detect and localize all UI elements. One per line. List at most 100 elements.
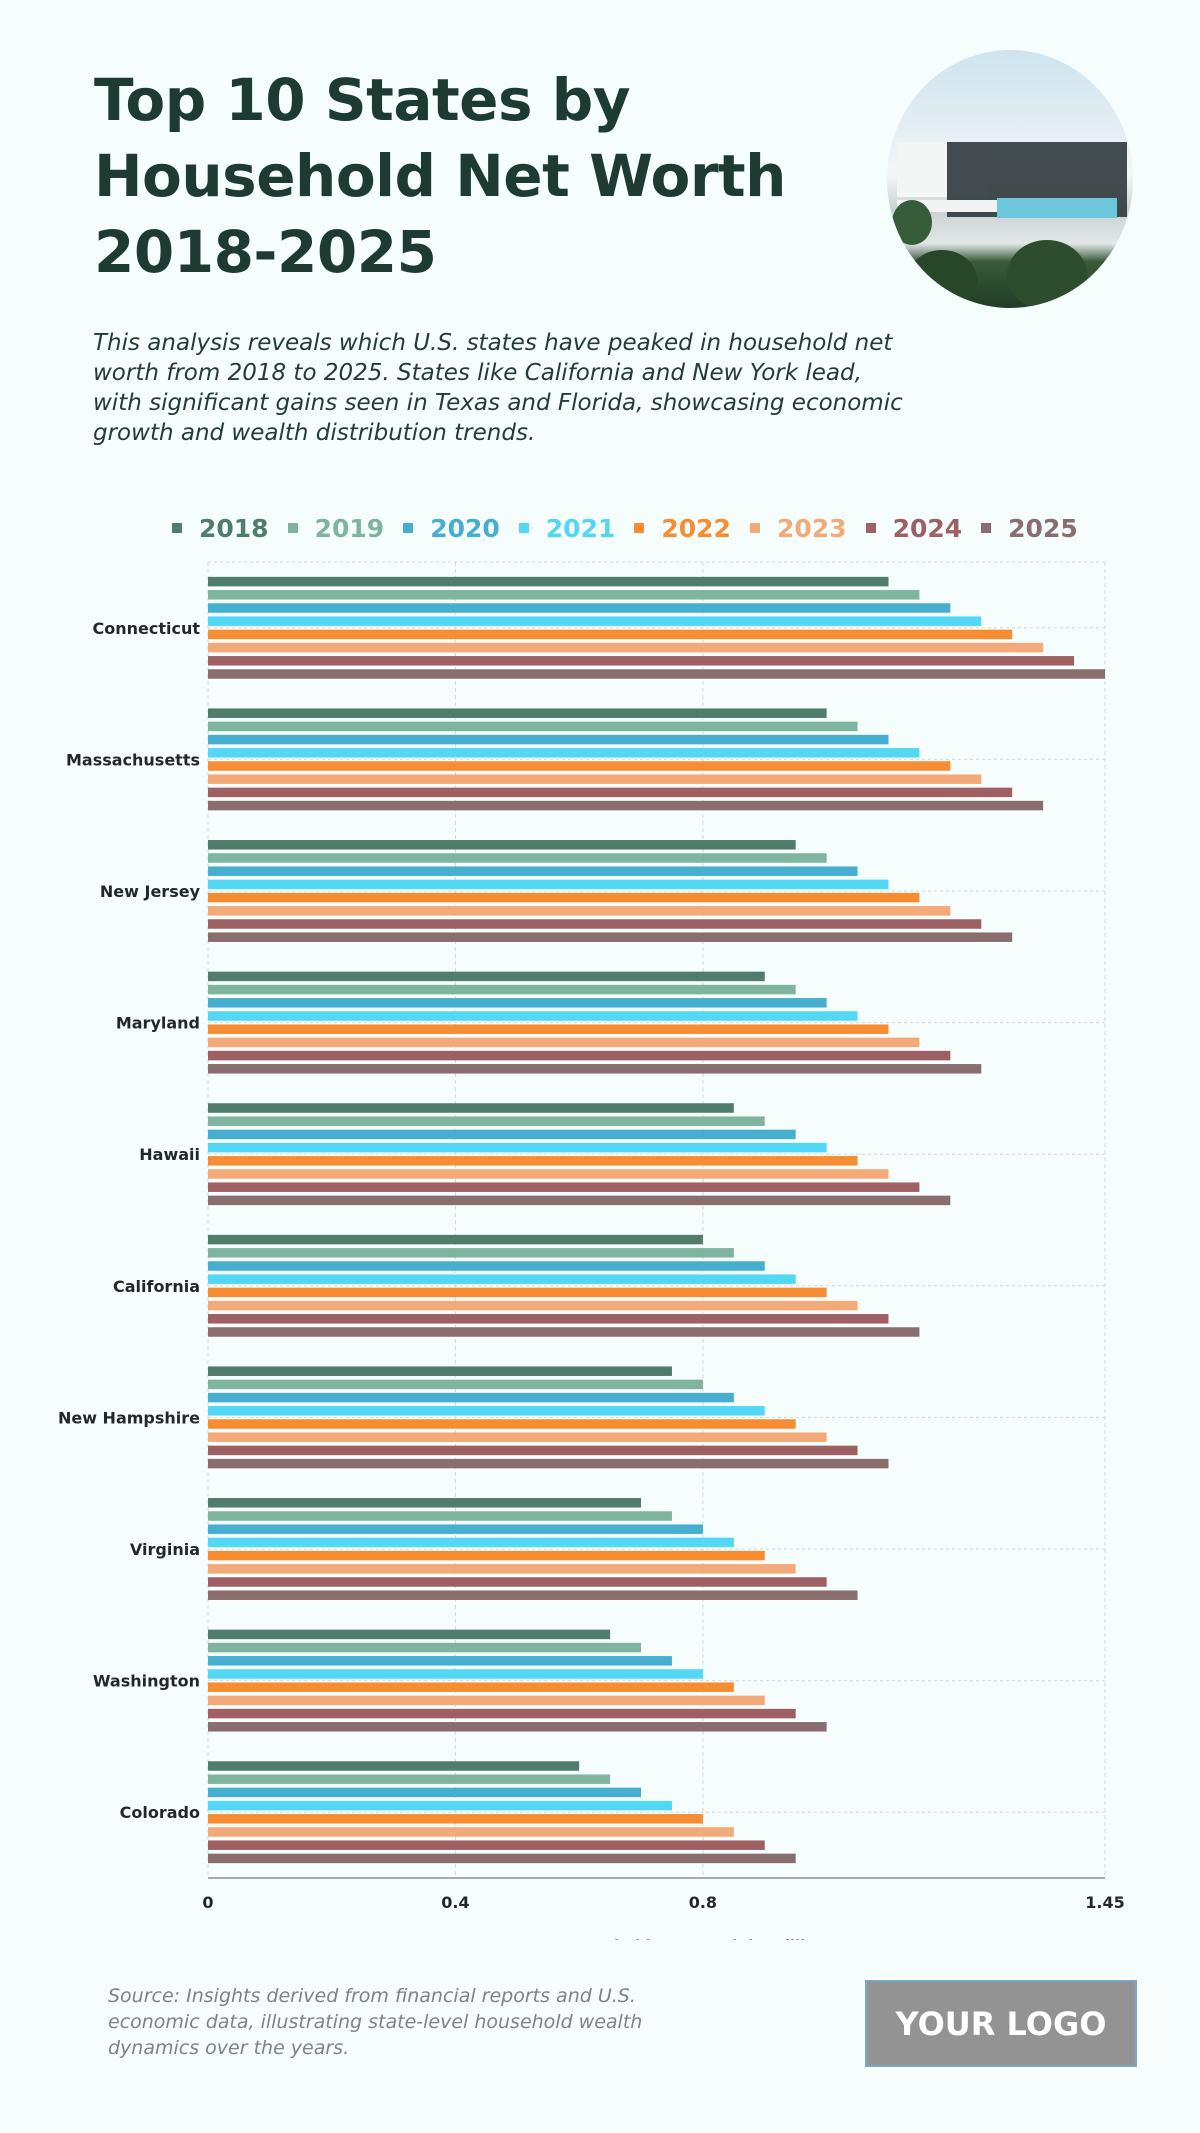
category-label: Maryland [116, 1014, 200, 1033]
bar-virginia-2020 [208, 1524, 703, 1534]
house-photo-bush [907, 250, 977, 308]
bar-washington-2025 [208, 1722, 827, 1732]
bar-washington-2019 [208, 1642, 642, 1653]
bar-new-jersey-2020 [208, 866, 858, 876]
bar-new-hampshire-2019 [208, 1379, 703, 1390]
x-tick-label: 1.45 [1085, 1893, 1124, 1912]
legend-label: 2018 [199, 513, 269, 543]
category-label: California [113, 1277, 200, 1296]
bar-massachusetts-2023 [208, 774, 982, 784]
legend-item-2024: 2024 [865, 513, 963, 543]
bar-hawaii-2024 [208, 1182, 920, 1192]
bar-maryland-2018 [208, 971, 765, 982]
legend-swatch [172, 523, 182, 533]
bar-washington-2022 [208, 1682, 734, 1692]
house-photo-bush [1007, 240, 1087, 308]
category-label: Hawaii [139, 1145, 200, 1164]
bar-new-jersey-2019 [208, 853, 827, 863]
bar-california-2020 [208, 1261, 765, 1271]
bar-california-2021 [208, 1274, 796, 1284]
bar-maryland-2019 [208, 984, 796, 995]
legend-label: 2024 [892, 513, 963, 543]
bar-colorado-2022 [208, 1814, 703, 1824]
source-note: Source: Insights derived from financial … [108, 1985, 643, 2059]
legend-swatch [634, 523, 645, 533]
legend-swatch [403, 523, 414, 533]
bar-hawaii-2023 [208, 1169, 889, 1179]
category-label: New Hampshire [58, 1408, 200, 1427]
bar-virginia-2022 [208, 1550, 765, 1561]
bar-colorado-2024 [208, 1840, 765, 1850]
house-photo-pool [997, 198, 1117, 218]
chart-legend: 2018 2019 2020 2021 2022 2023 2024 2025 [172, 508, 1097, 548]
bar-california-2022 [208, 1287, 827, 1298]
legend-item-2023: 2023 [749, 513, 847, 543]
bar-washington-2020 [208, 1656, 672, 1666]
legend-label: 2021 [545, 513, 616, 543]
category-label: Massachusetts [66, 750, 200, 769]
x-tick-label: 0 [202, 1893, 213, 1912]
house-photo [887, 50, 1133, 308]
bar-new-hampshire-2022 [208, 1419, 796, 1429]
bar-virginia-2024 [208, 1577, 827, 1587]
bar-connecticut-2018 [208, 576, 889, 587]
page-title-line: 2018-2025 [94, 218, 437, 286]
bar-washington-2018 [208, 1629, 611, 1640]
bar-virginia-2019 [208, 1511, 672, 1521]
bar-colorado-2025 [208, 1853, 796, 1864]
bar-massachusetts-2018 [208, 708, 827, 718]
bar-california-2023 [208, 1300, 858, 1311]
bar-connecticut-2021 [208, 616, 982, 626]
page-title-line: Household Net Worth [94, 142, 786, 210]
bar-california-2019 [208, 1248, 734, 1258]
bar-new-jersey-2023 [208, 906, 951, 916]
bar-virginia-2025 [208, 1590, 858, 1600]
bar-connecticut-2023 [208, 642, 1044, 653]
bar-colorado-2018 [208, 1761, 580, 1771]
page-title-line: Top 10 States by [94, 66, 631, 134]
bar-hawaii-2019 [208, 1116, 765, 1126]
category-label: Virginia [130, 1540, 200, 1559]
bar-colorado-2023 [208, 1827, 734, 1837]
bar-connecticut-2020 [208, 603, 951, 613]
bar-hawaii-2018 [208, 1103, 734, 1113]
x-tick-label: 0.8 [689, 1893, 717, 1912]
legend-item-2022: 2022 [634, 514, 731, 543]
bar-new-jersey-2022 [208, 892, 920, 903]
bar-virginia-2023 [208, 1564, 796, 1574]
bar-new-jersey-2021 [208, 879, 889, 890]
bar-virginia-2018 [208, 1498, 642, 1508]
legend-label: 2019 [314, 513, 385, 543]
bar-new-hampshire-2023 [208, 1432, 827, 1442]
page-subtitle: This analysis reveals which U.S. states … [93, 330, 903, 446]
bar-connecticut-2024 [208, 656, 1075, 666]
bar-new-hampshire-2024 [208, 1445, 858, 1456]
legend-label: 2023 [776, 513, 847, 543]
logo-placeholder: YOUR LOGO [865, 1980, 1137, 2067]
bar-washington-2021 [208, 1669, 703, 1679]
legend-swatch [518, 523, 529, 533]
legend-swatch [865, 523, 876, 533]
bar-connecticut-2019 [208, 590, 920, 600]
category-label: New Jersey [100, 882, 201, 901]
bar-massachusetts-2025 [208, 800, 1044, 811]
bar-massachusetts-2019 [208, 721, 858, 732]
page-title: Top 10 States by Household Net Worth 2018-… [94, 62, 874, 290]
bar-colorado-2020 [208, 1787, 642, 1798]
bar-california-2025 [208, 1327, 920, 1337]
bar-washington-2023 [208, 1695, 765, 1706]
bar-new-hampshire-2025 [208, 1458, 889, 1469]
bar-hawaii-2021 [208, 1142, 827, 1153]
bar-washington-2024 [208, 1708, 796, 1719]
legend-swatch [287, 523, 298, 533]
bar-massachusetts-2022 [208, 761, 951, 771]
bar-connecticut-2022 [208, 629, 1013, 640]
legend-label: 2022 [661, 513, 731, 543]
bar-hawaii-2022 [208, 1156, 858, 1166]
bar-new-jersey-2025 [208, 932, 1013, 942]
bar-colorado-2021 [208, 1800, 672, 1811]
bar-colorado-2019 [208, 1774, 611, 1784]
category-label: Colorado [120, 1803, 200, 1822]
legend-item-2025: 2025 [981, 514, 1078, 543]
bar-maryland-2022 [208, 1024, 889, 1034]
